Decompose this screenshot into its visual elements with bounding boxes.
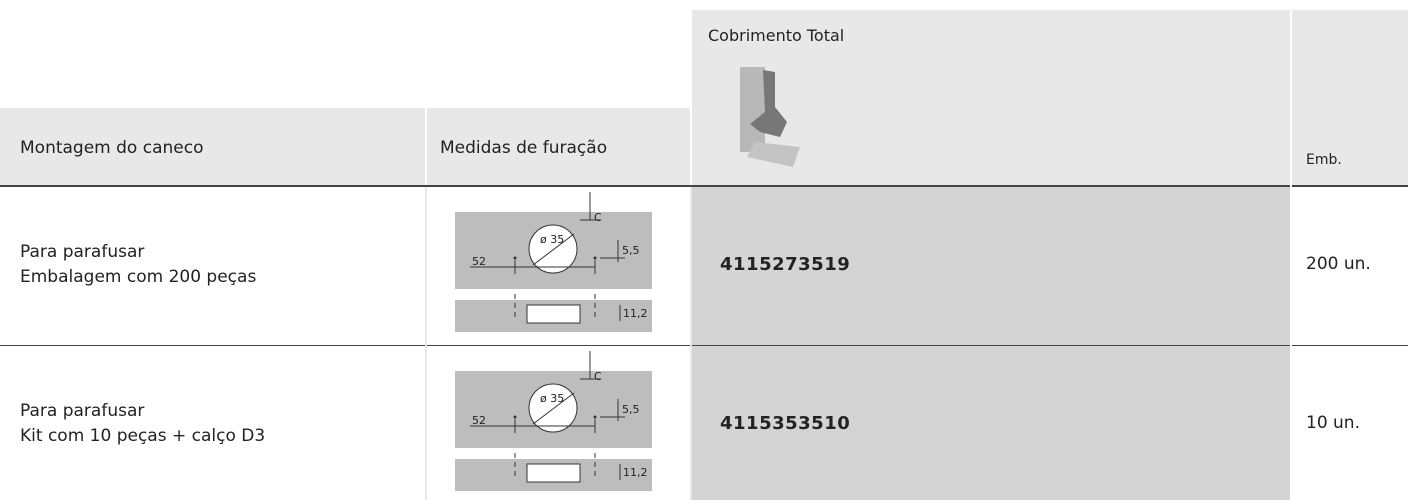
- diagram-shape: [532, 233, 575, 266]
- diagram-label: C: [594, 370, 602, 383]
- header-text: Cobrimento Total: [708, 26, 845, 45]
- diagram-shape: [593, 415, 597, 419]
- diagram-label: ø 35: [540, 392, 564, 405]
- diagram-shape: [528, 224, 578, 274]
- diagram-shape: [526, 463, 581, 483]
- header-text: Montagem do caneco: [20, 138, 204, 158]
- diagram-shape: [593, 256, 597, 260]
- code-cell: [692, 346, 1290, 500]
- code-cell: [692, 187, 1290, 345]
- header-cell: [0, 108, 425, 186]
- diagram-label: 5,5: [622, 403, 640, 416]
- col-sep: [425, 187, 427, 500]
- diagram-label: 52: [472, 414, 486, 427]
- diagram-label: ø 35: [540, 233, 564, 246]
- header-cell: [427, 108, 690, 186]
- header-cell: [1292, 10, 1408, 186]
- cell-text: 200 un.: [1306, 254, 1371, 274]
- diagram-shape: [528, 383, 578, 433]
- drilling-diagram: ø 35 C 5,5 52 11,2: [455, 192, 652, 332]
- diagram-shape: [513, 256, 517, 260]
- header-text: Emb.: [1306, 152, 1342, 168]
- divider: [0, 185, 1408, 187]
- cell-text: Embalagem com 200 peças: [20, 267, 257, 287]
- hinge-icon: [740, 67, 800, 167]
- drilling-diagram: ø 35 C 5,5 52 11,2: [455, 351, 652, 491]
- diagram-shape: [532, 392, 575, 425]
- diagram-label: 11,2: [623, 466, 648, 479]
- header-text: Medidas de furação: [440, 138, 608, 158]
- cell-text: Kit com 10 peças + calço D3: [20, 426, 266, 446]
- cell-text: Para parafusar: [20, 242, 145, 262]
- divider: [0, 345, 1408, 346]
- diagram-label: 5,5: [622, 244, 640, 257]
- cell-text: Para parafusar: [20, 401, 145, 421]
- diagram-label: 11,2: [623, 307, 648, 320]
- cell-text: 10 un.: [1306, 413, 1360, 433]
- cell-text: 4115273519: [720, 254, 851, 275]
- col-sep: [690, 187, 692, 500]
- diagram-label: 52: [472, 255, 486, 268]
- diagram-shape: [526, 304, 581, 324]
- diagram-shape: [513, 415, 517, 419]
- diagram-label: C: [594, 211, 602, 224]
- col-sep: [1290, 0, 1292, 500]
- cell-text: 4115353510: [720, 413, 851, 434]
